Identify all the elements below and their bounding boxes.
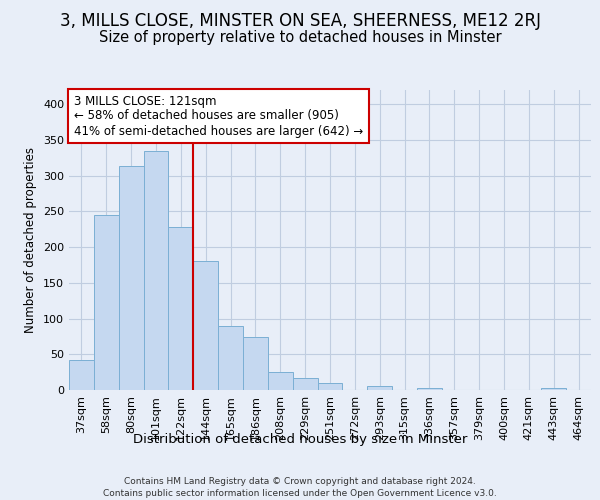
Bar bbox=[268, 372, 293, 390]
Bar bbox=[293, 378, 317, 390]
Bar bbox=[317, 383, 343, 390]
Bar bbox=[243, 337, 268, 390]
Bar bbox=[94, 215, 119, 390]
Bar bbox=[69, 360, 94, 390]
Text: Distribution of detached houses by size in Minster: Distribution of detached houses by size … bbox=[133, 432, 467, 446]
Bar bbox=[193, 262, 218, 390]
Bar bbox=[218, 326, 243, 390]
Bar bbox=[367, 386, 392, 390]
Y-axis label: Number of detached properties: Number of detached properties bbox=[25, 147, 37, 333]
Bar bbox=[169, 227, 193, 390]
Text: 3, MILLS CLOSE, MINSTER ON SEA, SHEERNESS, ME12 2RJ: 3, MILLS CLOSE, MINSTER ON SEA, SHEERNES… bbox=[59, 12, 541, 30]
Bar bbox=[143, 150, 169, 390]
Text: 3 MILLS CLOSE: 121sqm
← 58% of detached houses are smaller (905)
41% of semi-det: 3 MILLS CLOSE: 121sqm ← 58% of detached … bbox=[74, 94, 364, 138]
Text: Size of property relative to detached houses in Minster: Size of property relative to detached ho… bbox=[98, 30, 502, 45]
Bar bbox=[417, 388, 442, 390]
Text: Contains public sector information licensed under the Open Government Licence v3: Contains public sector information licen… bbox=[103, 489, 497, 498]
Text: Contains HM Land Registry data © Crown copyright and database right 2024.: Contains HM Land Registry data © Crown c… bbox=[124, 478, 476, 486]
Bar bbox=[541, 388, 566, 390]
Bar bbox=[119, 166, 143, 390]
